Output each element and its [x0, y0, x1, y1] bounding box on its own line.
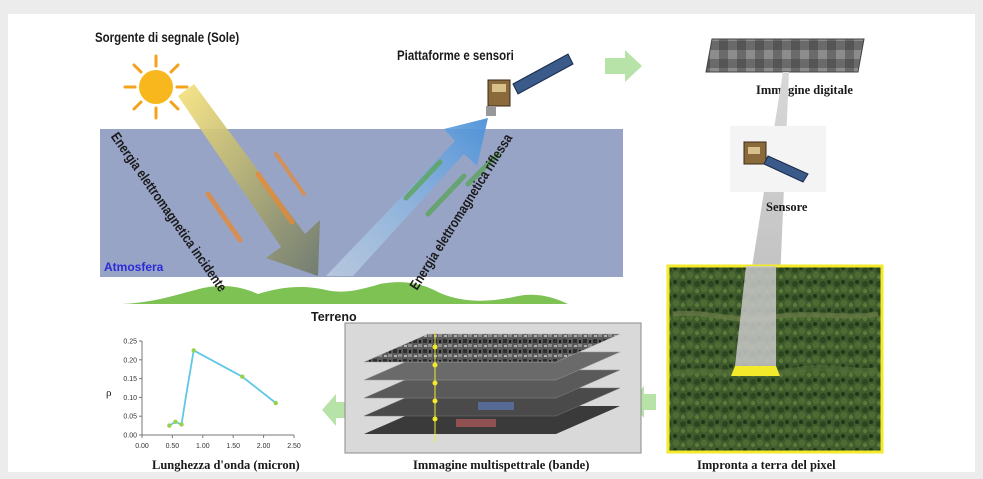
flow-arrow-left-1: [630, 386, 656, 418]
digital-image-label: Immagine digitale: [756, 83, 853, 97]
chart-y-tick-label: 0.10: [123, 395, 137, 402]
remote-sensing-diagram: Atmosfera Terreno: [100, 38, 884, 472]
spectrum-point: [240, 374, 245, 379]
incident-energy-arrow: [178, 84, 320, 276]
chart-x-tick-label: 0.50: [166, 443, 180, 450]
diagram-frame: Atmosfera Terreno: [8, 14, 975, 472]
terrain-profile: [123, 282, 568, 304]
incident-small-arrows: [205, 152, 306, 243]
spectrum-point: [173, 419, 178, 425]
signal-source-label: Sorgente di segnale (Sole): [95, 29, 240, 45]
chart-x-tick-label: 2.50: [287, 443, 301, 450]
chart-x-tick-label: 1.50: [226, 443, 240, 450]
spectrum-point: [167, 423, 172, 428]
band-stack: [363, 332, 621, 442]
chart-x-tick-label: 2.00: [257, 443, 271, 450]
platforms-sensors-label: Piattaforme e sensori: [397, 47, 514, 63]
satellite-icon: [486, 53, 574, 116]
spectrum-point: [191, 348, 196, 353]
sensor-satellite-icon: [743, 141, 809, 183]
terrain-label: Terreno: [311, 310, 357, 324]
sensor-beam-lower: [735, 266, 776, 366]
chart-x-tick-label: 0.00: [135, 443, 149, 450]
reflected-small-arrows: [403, 151, 501, 217]
atmosphere-label: Atmosfera: [104, 260, 164, 274]
sun-icon: [123, 54, 189, 120]
digital-image-plate: [705, 38, 865, 73]
chart-y-tick-label: 0.25: [123, 339, 137, 346]
pixel-footprint: [731, 366, 780, 376]
chart-y-tick-label: 0.15: [123, 376, 137, 383]
footprint-label: Impronta a terra del pixel: [697, 458, 836, 472]
spectrum-point: [273, 400, 278, 406]
spectral-chart: 0.00 0.50 1.00 1.50 2.00 2.50 0.00 0.05 0.10 0.15…: [123, 339, 301, 451]
spectrum-point: [179, 422, 184, 427]
chart-x-tick-label: 1.00: [196, 443, 210, 450]
spectrum-line: [168, 349, 277, 427]
chart-x-axis-title: Lunghezza d'onda (micron): [152, 458, 300, 472]
multispectral-label: Immagine multispettrale (bande): [413, 458, 589, 472]
chart-y-tick-label: 0.20: [123, 357, 137, 364]
chart-y-axis-title: ρ: [106, 387, 112, 399]
chart-y-tick-label: 0.00: [123, 433, 137, 440]
chart-y-tick-label: 0.05: [123, 414, 137, 421]
flow-arrow-left-2: [322, 394, 348, 426]
sensor-label: Sensore: [766, 200, 808, 214]
flow-arrow-right: [605, 50, 642, 82]
